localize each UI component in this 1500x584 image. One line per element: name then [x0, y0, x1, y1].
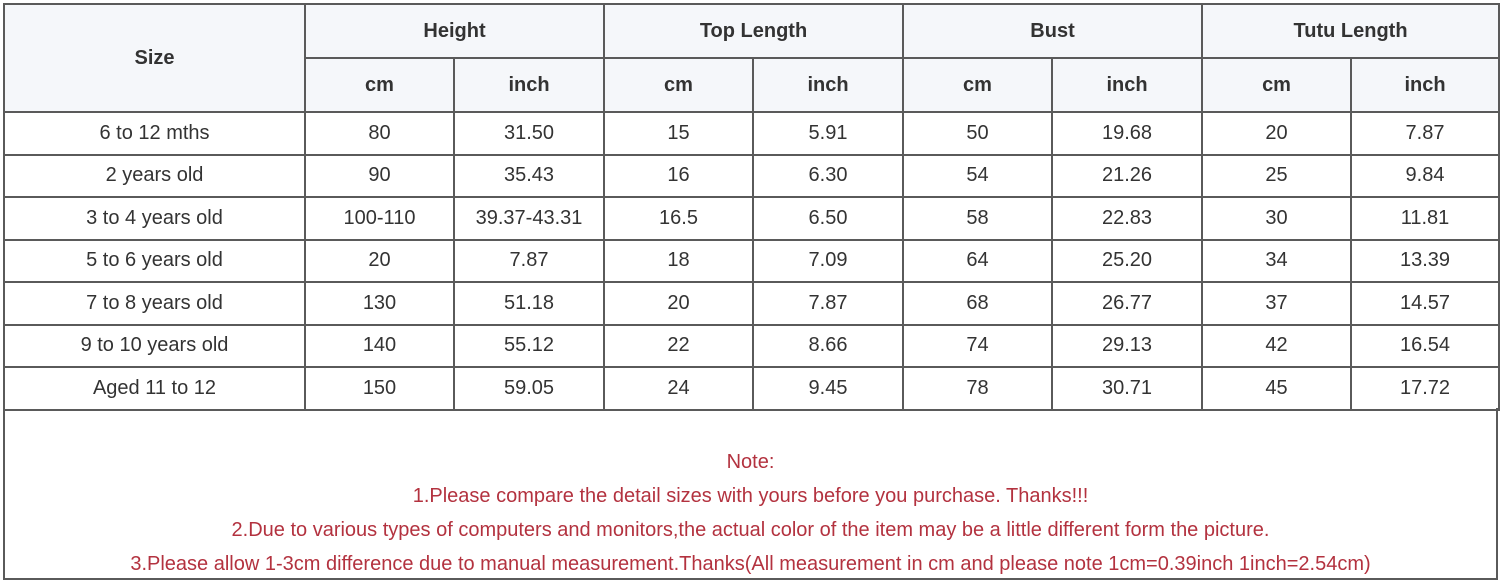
- measurement-cell: 6.30: [752, 153, 904, 198]
- top-length-header: Top Length: [603, 3, 904, 59]
- measurement-cell: 30: [1201, 196, 1353, 241]
- size-cell: 6 to 12 mths: [3, 111, 306, 156]
- measurement-cell: 9.84: [1350, 153, 1500, 198]
- unit-header: cm: [304, 57, 455, 113]
- size-header: Size: [3, 3, 306, 113]
- measurement-cell: 80: [304, 111, 455, 156]
- measurement-cell: 18: [603, 238, 754, 283]
- header-row-units: cm inch cm inch cm inch cm inch: [4, 57, 1500, 113]
- size-chart-table: Size Height Top Length Bust Tutu Length …: [3, 3, 1500, 411]
- unit-header: inch: [752, 57, 904, 113]
- measurement-cell: 21.26: [1050, 153, 1204, 198]
- measurement-cell: 130: [304, 281, 455, 326]
- height-header: Height: [304, 3, 605, 59]
- measurement-cell: 25.20: [1050, 238, 1204, 283]
- measurement-cell: 26.77: [1050, 281, 1204, 326]
- table-body: 6 to 12 mths 80 31.50 15 5.91 50 19.68 20 7.87 2 …: [3, 111, 1500, 411]
- measurement-cell: 42: [1201, 323, 1353, 368]
- measurement-cell: 24: [603, 366, 754, 411]
- measurement-cell: 140: [304, 323, 455, 368]
- unit-header: cm: [603, 57, 754, 113]
- measurement-cell: 20: [1201, 111, 1353, 156]
- measurement-cell: 31.50: [453, 111, 605, 156]
- measurement-cell: 8.66: [752, 323, 904, 368]
- measurement-cell: 55.12: [453, 323, 605, 368]
- measurement-cell: 13.39: [1350, 238, 1500, 283]
- header-row-groups: Size Height Top Length Bust Tutu Length: [3, 3, 1500, 113]
- unit-header: cm: [902, 57, 1053, 113]
- unit-header: inch: [1050, 57, 1204, 113]
- measurement-cell: 78: [902, 366, 1053, 411]
- measurement-cell: 64: [902, 238, 1053, 283]
- measurement-cell: 30.71: [1050, 366, 1204, 411]
- size-cell: 5 to 6 years old: [3, 238, 306, 283]
- measurement-cell: 74: [902, 323, 1053, 368]
- note-line-3: 3.Please allow 1-3cm difference due to m…: [130, 553, 1371, 575]
- measurement-cell: 7.87: [752, 281, 904, 326]
- table-row: 9 to 10 years old 140 55.12 22 8.66 74 29.13 42…: [3, 323, 1500, 368]
- measurement-cell: 19.68: [1050, 111, 1204, 156]
- unit-header: inch: [453, 57, 605, 113]
- measurement-cell: 51.18: [453, 281, 605, 326]
- measurement-cell: 34: [1201, 238, 1353, 283]
- table-row: 5 to 6 years old 20 7.87 18 7.09 64 25.20 34 13.…: [3, 238, 1500, 283]
- measurement-cell: 17.72: [1350, 366, 1500, 411]
- measurement-cell: 5.91: [752, 111, 904, 156]
- tutu-length-header: Tutu Length: [1201, 3, 1500, 59]
- unit-header: inch: [1350, 57, 1500, 113]
- note-line-2: 2.Due to various types of computers and …: [231, 519, 1270, 541]
- measurement-cell: 37: [1201, 281, 1353, 326]
- measurement-cell: 50: [902, 111, 1053, 156]
- measurement-cell: 39.37-43.31: [453, 196, 605, 241]
- measurement-cell: 14.57: [1350, 281, 1500, 326]
- size-cell: 3 to 4 years old: [3, 196, 306, 241]
- measurement-cell: 25: [1201, 153, 1353, 198]
- measurement-cell: 90: [304, 153, 455, 198]
- note-box: Note: 1.Please compare the detail sizes …: [3, 408, 1498, 580]
- unit-header: cm: [1201, 57, 1353, 113]
- bust-header: Bust: [901, 3, 1204, 59]
- measurement-cell: 20: [603, 281, 754, 326]
- measurement-cell: 150: [304, 366, 455, 411]
- measurement-cell: 7.09: [752, 238, 904, 283]
- table-row: 2 years old 90 35.43 16 6.30 54 21.26 25 9.84: [3, 153, 1500, 198]
- measurement-cell: 16.5: [603, 196, 754, 241]
- measurement-cell: 35.43: [453, 153, 605, 198]
- measurement-cell: 100-110: [304, 196, 455, 241]
- measurement-cell: 68: [902, 281, 1053, 326]
- measurement-cell: 7.87: [1350, 111, 1500, 156]
- measurement-cell: 15: [603, 111, 754, 156]
- measurement-cell: 16.54: [1350, 323, 1500, 368]
- measurement-cell: 29.13: [1050, 323, 1204, 368]
- measurement-cell: 7.87: [453, 238, 605, 283]
- measurement-cell: 9.45: [752, 366, 904, 411]
- measurement-cell: 59.05: [453, 366, 605, 411]
- size-cell: Aged 11 to 12: [3, 366, 306, 411]
- size-cell: 9 to 10 years old: [3, 323, 306, 368]
- size-cell: 2 years old: [3, 153, 306, 198]
- measurement-cell: 20: [304, 238, 455, 283]
- measurement-cell: 16: [603, 153, 754, 198]
- measurement-cell: 22.83: [1050, 196, 1204, 241]
- note-line-1: 1.Please compare the detail sizes with y…: [412, 485, 1089, 507]
- table-row: 3 to 4 years old 100-110 39.37-43.31 16.5 6.…: [3, 196, 1500, 241]
- measurement-cell: 11.81: [1350, 196, 1500, 241]
- measurement-cell: 45: [1201, 366, 1353, 411]
- table-row: Aged 11 to 12 150 59.05 24 9.45 78 30.71 45 17.7…: [3, 366, 1500, 411]
- measurement-cell: 6.50: [752, 196, 904, 241]
- measurement-cell: 58: [902, 196, 1053, 241]
- table-row: 7 to 8 years old 130 51.18 20 7.87 68 26.77 37 1…: [3, 281, 1500, 326]
- measurement-cell: 54: [902, 153, 1053, 198]
- measurement-cell: 22: [603, 323, 754, 368]
- size-cell: 7 to 8 years old: [3, 281, 306, 326]
- table-row: 6 to 12 mths 80 31.50 15 5.91 50 19.68 20 7.87: [3, 111, 1500, 156]
- note-title: Note:: [726, 451, 775, 473]
